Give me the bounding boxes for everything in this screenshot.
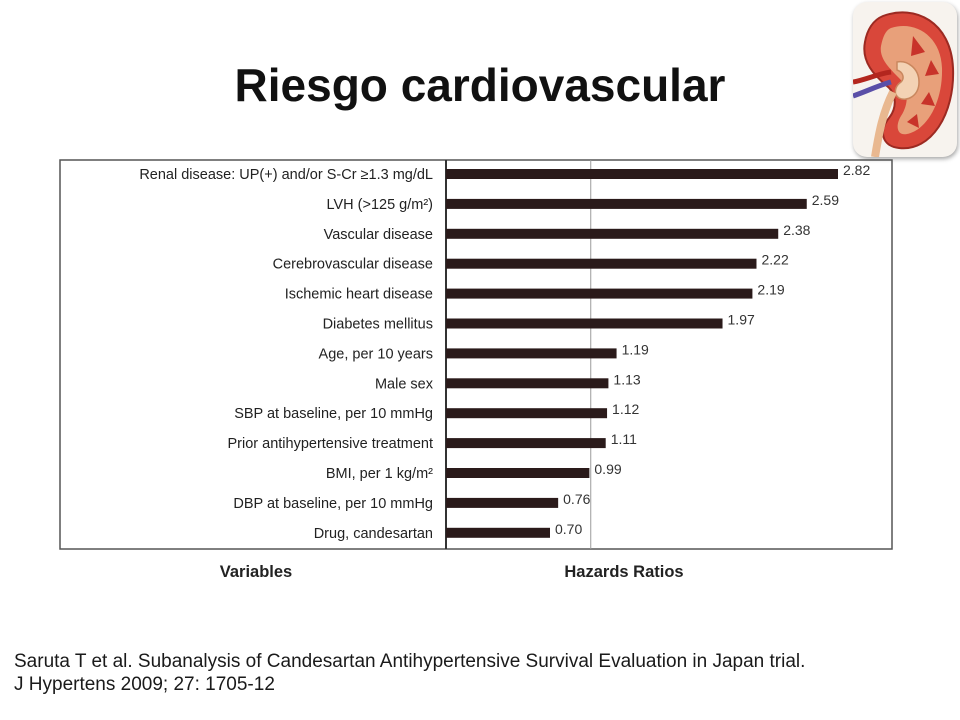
bar-value-label: 0.76 <box>563 491 590 507</box>
bar <box>446 288 753 299</box>
bar <box>446 497 559 508</box>
bar-value-label: 1.13 <box>613 371 640 387</box>
bar-value-label: 1.11 <box>611 431 637 447</box>
citation-line-2: J Hypertens 2009; 27: 1705-12 <box>14 674 275 695</box>
bar-value-label: 2.38 <box>783 222 810 238</box>
category-label: Drug, candesartan <box>314 526 433 542</box>
category-label: LVH (>125 g/m²) <box>326 197 433 213</box>
bar-value-label: 2.59 <box>812 192 839 208</box>
bar <box>446 527 550 538</box>
bar-value-label: 1.97 <box>728 312 755 328</box>
category-label: Age, per 10 years <box>319 346 433 362</box>
bar <box>446 408 608 419</box>
bar-value-label: 2.19 <box>757 282 784 298</box>
bar <box>446 318 723 329</box>
bar-value-label: 0.99 <box>594 461 621 477</box>
bar <box>446 378 609 389</box>
category-label: SBP at baseline, per 10 mmHg <box>234 406 433 422</box>
category-label: Ischemic heart disease <box>285 287 433 303</box>
category-label: DBP at baseline, per 10 mmHg <box>233 496 433 512</box>
category-label: Prior antihypertensive treatment <box>227 436 433 452</box>
citation-line-1: Saruta T et al. Subanalysis of Candesart… <box>14 651 806 672</box>
category-label: BMI, per 1 kg/m² <box>326 466 433 482</box>
bar <box>446 198 807 209</box>
bar <box>446 169 838 179</box>
category-label: Renal disease: UP(+) and/or S-Cr ≥1.3 mg… <box>139 167 433 183</box>
bar <box>446 258 757 269</box>
slide-title: Riesgo cardiovascular <box>234 59 726 111</box>
chart-frame <box>59 159 893 550</box>
category-label: Cerebrovascular disease <box>273 257 433 273</box>
category-label: Male sex <box>375 376 434 392</box>
category-label: Diabetes mellitus <box>323 317 433 333</box>
bar <box>446 438 606 449</box>
bar-value-label: 2.22 <box>761 252 788 268</box>
bar-value-label: 1.19 <box>622 341 649 357</box>
kidney-icon <box>853 11 955 157</box>
hazard-ratio-chart: Renal disease: UP(+) and/or S-Cr ≥1.3 mg… <box>59 159 893 581</box>
bar <box>446 228 779 239</box>
kidney-image <box>853 2 957 157</box>
bar <box>446 468 590 478</box>
bar-value-label: 1.12 <box>612 401 639 417</box>
citation: Saruta T et al. Subanalysis of Candesart… <box>14 650 805 696</box>
bar <box>446 348 617 359</box>
bar-value-label: 0.70 <box>555 521 582 537</box>
x-axis-title: Hazards Ratios <box>564 563 683 581</box>
bar-value-label: 2.82 <box>843 162 870 178</box>
category-label: Vascular disease <box>324 227 433 243</box>
y-axis-title: Variables <box>220 563 292 581</box>
